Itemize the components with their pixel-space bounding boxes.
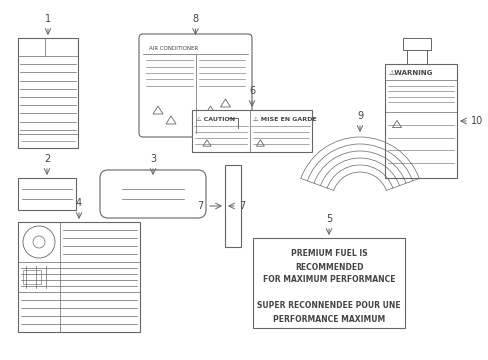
- Circle shape: [33, 236, 45, 248]
- Text: PREMIUM FUEL IS: PREMIUM FUEL IS: [290, 249, 366, 258]
- FancyBboxPatch shape: [139, 34, 251, 137]
- Bar: [402, 38, 430, 50]
- Bar: [192, 110, 311, 152]
- Text: AIR CONDITIONER: AIR CONDITIONER: [149, 45, 198, 50]
- Text: 5: 5: [325, 214, 331, 224]
- Text: 10: 10: [470, 116, 482, 126]
- Text: RECOMMENDED: RECOMMENDED: [294, 262, 363, 271]
- Bar: [224, 165, 241, 247]
- Text: 6: 6: [248, 86, 255, 96]
- Text: ⚠ MISE EN GARDE: ⚠ MISE EN GARDE: [252, 117, 316, 122]
- Bar: [384, 64, 456, 178]
- FancyBboxPatch shape: [100, 170, 205, 218]
- Text: FOR MAXIMUM PERFORMANCE: FOR MAXIMUM PERFORMANCE: [262, 275, 394, 284]
- Bar: [406, 50, 426, 64]
- Bar: [18, 38, 78, 148]
- Text: ⚠ CAUTION: ⚠ CAUTION: [196, 117, 235, 122]
- Bar: [18, 178, 76, 210]
- Text: 4: 4: [76, 198, 82, 208]
- Text: 2: 2: [44, 154, 50, 164]
- Text: 9: 9: [356, 111, 362, 121]
- Bar: [23, 270, 41, 284]
- Text: 1: 1: [45, 14, 51, 24]
- Bar: [252, 238, 404, 328]
- Circle shape: [23, 226, 55, 258]
- Text: 3: 3: [150, 154, 156, 164]
- Bar: [18, 222, 140, 332]
- Text: 8: 8: [192, 14, 198, 24]
- Text: 7: 7: [239, 201, 245, 211]
- Text: SUPER RECONNENDEE POUR UNE: SUPER RECONNENDEE POUR UNE: [257, 302, 400, 310]
- Text: 7: 7: [196, 201, 203, 211]
- Text: ⚠WARNING: ⚠WARNING: [388, 70, 432, 76]
- Text: PERFORMANCE MAXIMUM: PERFORMANCE MAXIMUM: [272, 315, 385, 324]
